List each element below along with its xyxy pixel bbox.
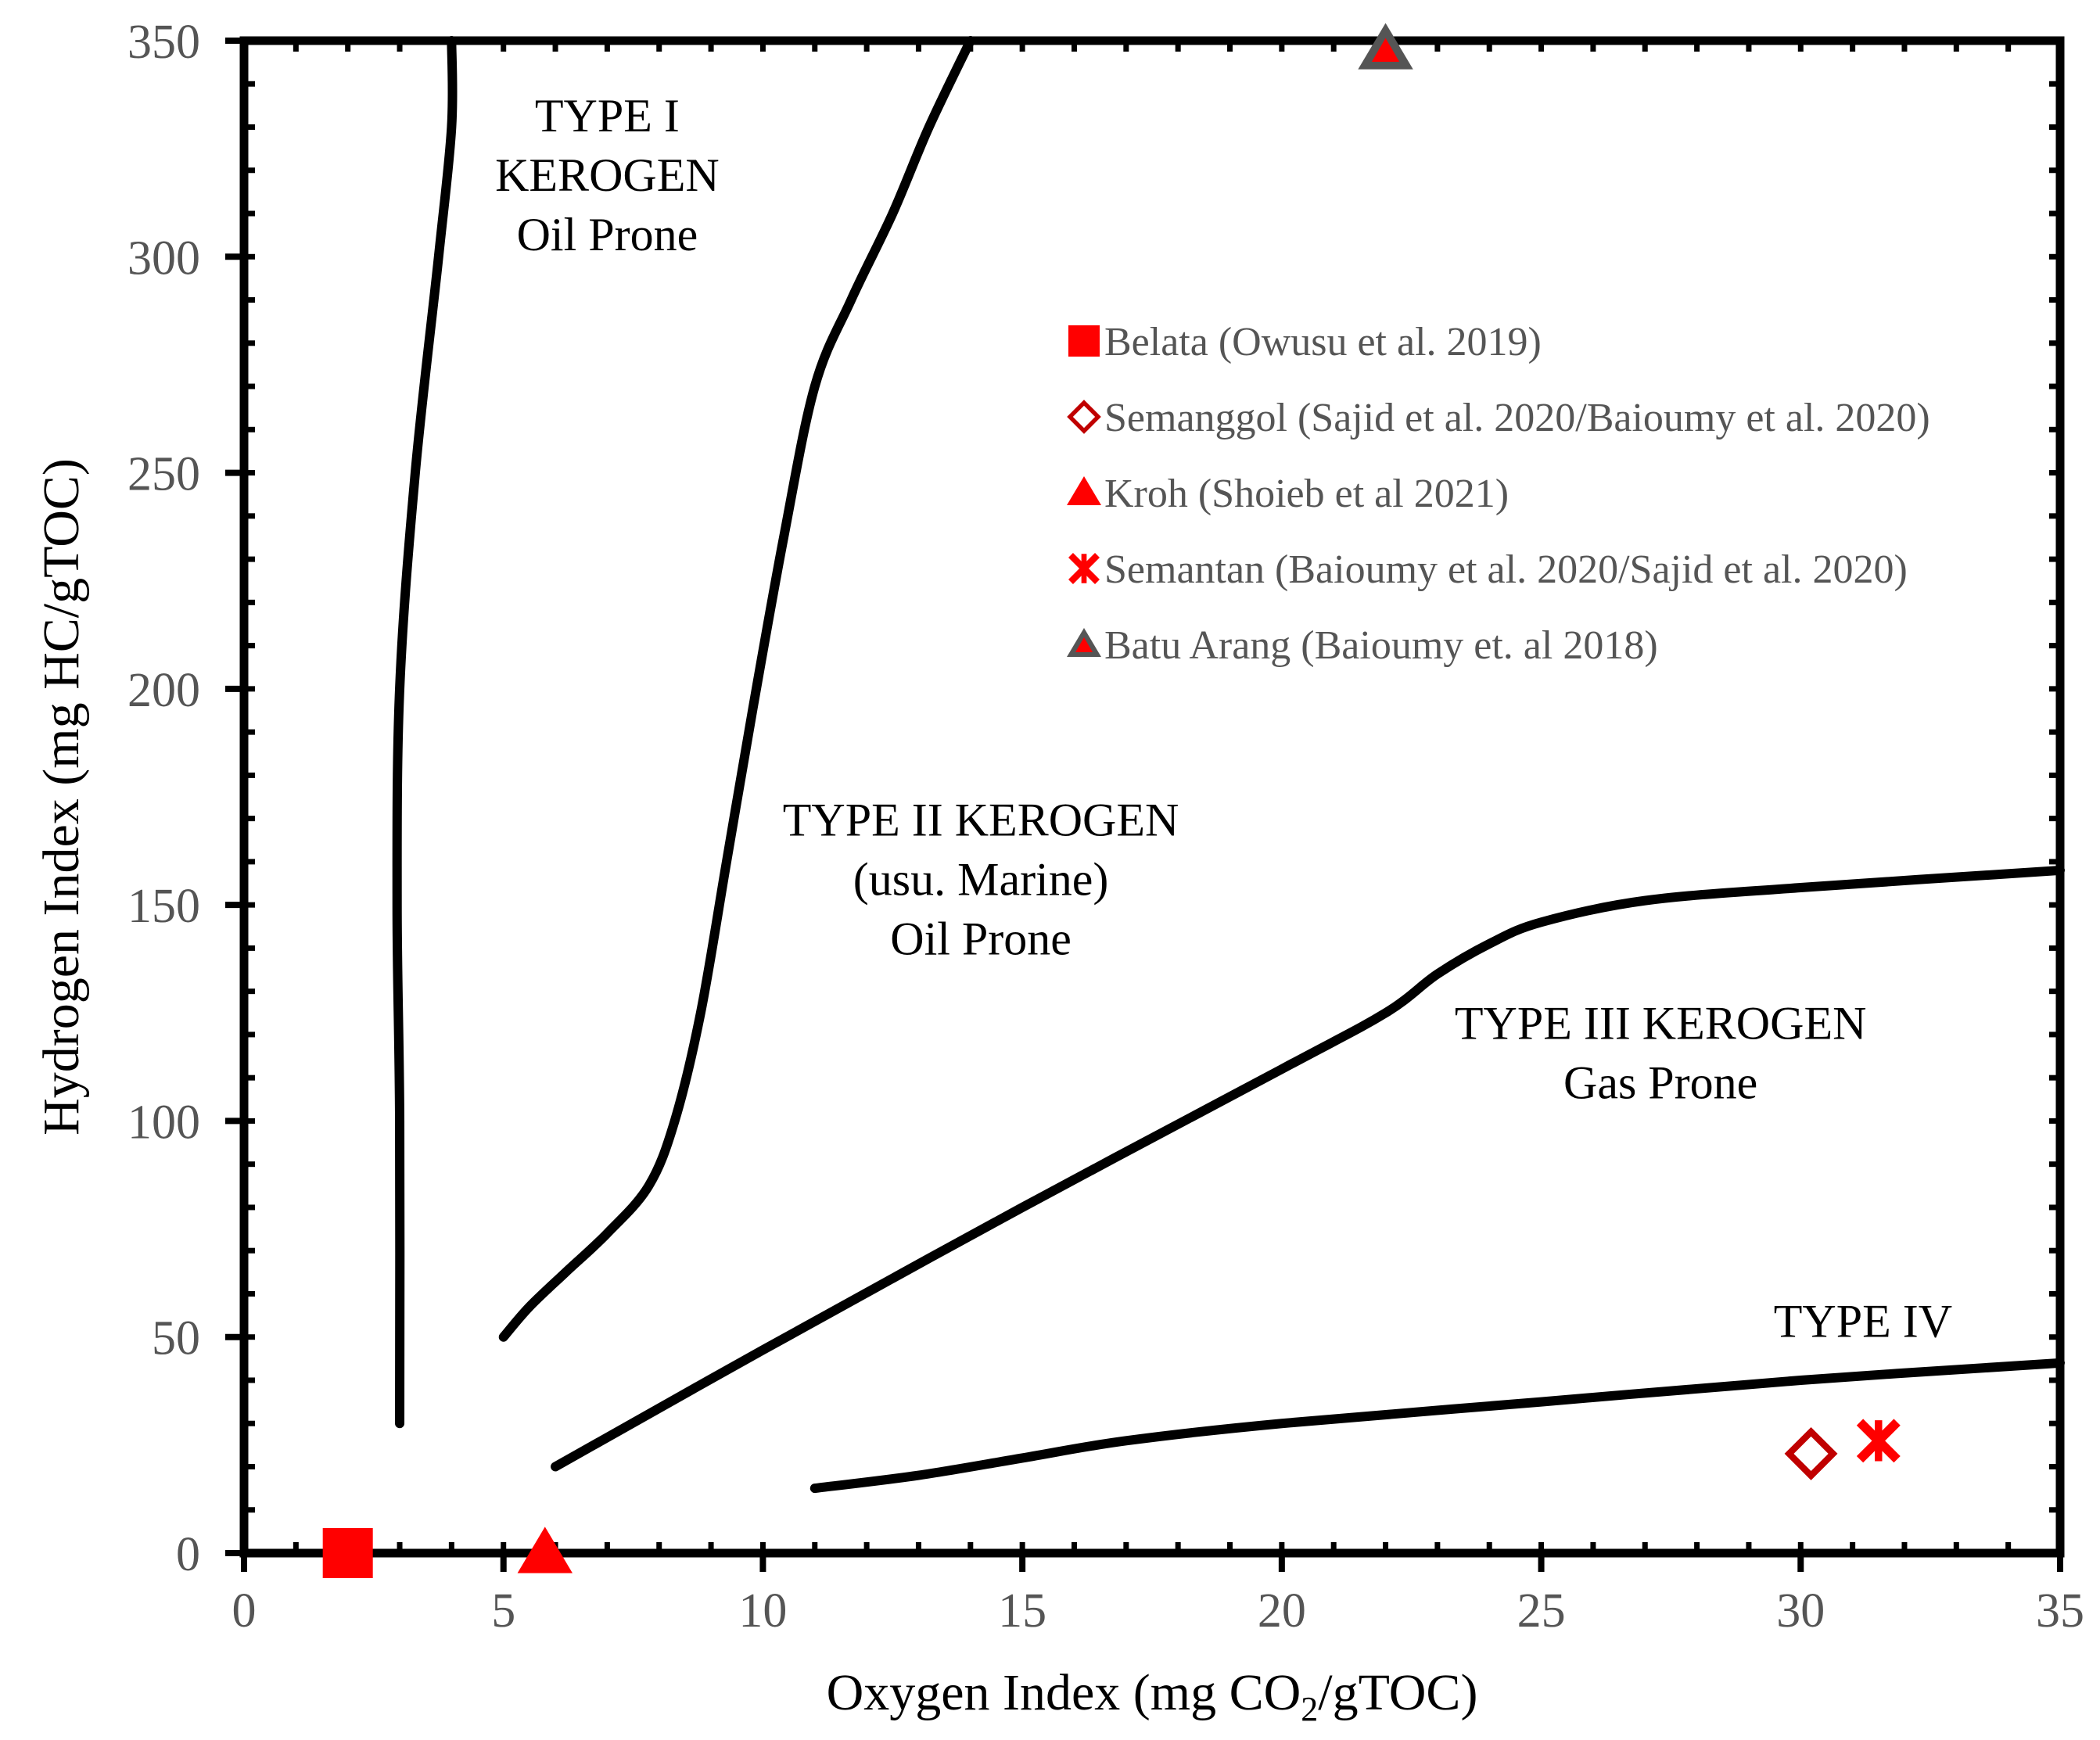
data-points <box>322 23 1901 1578</box>
region-label-1-line-2: Oil Prone <box>890 913 1072 965</box>
y-tick-label: 150 <box>127 880 200 933</box>
y-axis-title: Hydrogen Index (mg HC/gTOC) <box>33 458 90 1135</box>
legend-label-1: Semanggol (Sajid et al. 2020/Baioumy et … <box>1104 396 1930 440</box>
region-label-2-line-0: TYPE III KEROGEN <box>1455 997 1867 1049</box>
y-tick-label: 250 <box>127 448 200 501</box>
type-i-boundary <box>392 36 458 1429</box>
axes <box>239 36 2065 1558</box>
legend-marker-4-fill <box>1075 637 1093 652</box>
y-tick-label: 50 <box>152 1312 200 1365</box>
region-label-3-line-0: TYPE IV <box>1774 1296 1952 1347</box>
legend-marker-3 <box>1068 553 1100 584</box>
legend-label-0: Belata (Owusu et al. 2019) <box>1104 320 1542 364</box>
region-label-0-line-2: Oil Prone <box>517 209 698 260</box>
data-point-series-2-0 <box>517 1527 573 1573</box>
plot-frame <box>239 36 2065 1558</box>
legend-marker-1 <box>1067 400 1101 434</box>
legend-marker-4 <box>1067 628 1101 657</box>
region-label-2-line-1: Gas Prone <box>1563 1057 1757 1108</box>
legend-label-3: Semantan (Baioumy et al. 2020/Sajid et a… <box>1104 547 1908 592</box>
type-iii-boundary <box>551 865 2065 1472</box>
y-tick-label: 0 <box>176 1528 200 1581</box>
x-tick-label: 35 <box>2036 1584 2084 1638</box>
region-annotations: TYPE I KEROGEN Oil Prone TYPE II KEROGEN (us… <box>495 90 1952 1347</box>
data-point-series-4-0-fill <box>1371 38 1400 63</box>
x-tick-label: 10 <box>738 1584 787 1638</box>
data-point-series-0-0 <box>322 1528 373 1578</box>
x-tick-label: 15 <box>998 1584 1046 1638</box>
type-ii-boundary <box>498 36 975 1342</box>
kerogen-boundaries <box>392 36 2065 1494</box>
y-tick-label: 300 <box>127 231 200 285</box>
x-tick-label: 5 <box>491 1584 515 1638</box>
legend-label-2: Kroh (Shoieb et al 2021) <box>1104 472 1509 516</box>
x-axis-title-subscript: 2 <box>1301 1690 1318 1728</box>
legend-marker-0 <box>1068 325 1100 357</box>
x-axis-title-suffix: /gTOC) <box>1318 1664 1477 1721</box>
y-tick-label: 100 <box>127 1096 200 1149</box>
x-axis-title: Oxygen Index (mg CO2/gTOC) <box>827 1664 1478 1728</box>
region-label-0-line-0: TYPE I <box>535 90 680 142</box>
x-tick-label: 20 <box>1258 1584 1306 1638</box>
region-label-0-line-1: KEROGEN <box>495 149 720 201</box>
x-axis-title-prefix: Oxygen Index (mg CO <box>827 1664 1301 1721</box>
type-iv-boundary <box>809 1358 2065 1494</box>
region-label-1-line-0: TYPE II KEROGEN <box>783 795 1179 846</box>
data-point-series-4-0 <box>1358 23 1413 70</box>
x-tick-label: 25 <box>1517 1584 1566 1638</box>
y-tick-label: 350 <box>127 16 200 69</box>
x-tick-label: 30 <box>1776 1584 1825 1638</box>
y-tick-label: 200 <box>127 664 200 717</box>
legend: Belata (Owusu et al. 2019) Semanggol (Saj… <box>1067 320 1930 668</box>
legend-label-4: Batu Arang (Baioumy et. al 2018) <box>1104 623 1658 668</box>
x-tick-label: 0 <box>232 1584 257 1638</box>
axis-titles: Oxygen Index (mg CO2/gTOC) Hydrogen Inde… <box>33 458 1477 1728</box>
legend-marker-2 <box>1067 476 1101 505</box>
region-label-1-line-1: (usu. Marine) <box>853 854 1109 906</box>
data-point-series-1-0 <box>1784 1426 1838 1480</box>
data-point-series-3-0 <box>1856 1419 1901 1463</box>
